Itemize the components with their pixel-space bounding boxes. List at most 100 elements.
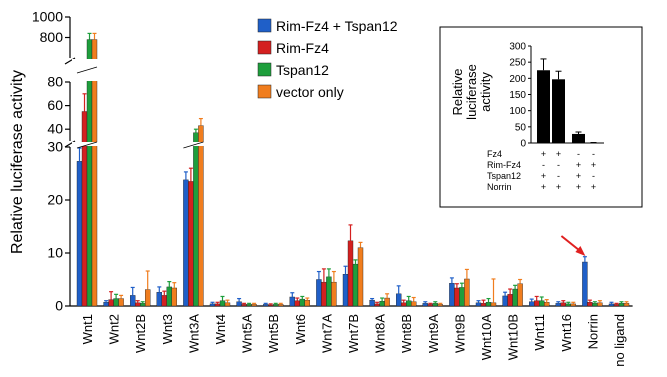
y-tick-label: 10 xyxy=(47,245,63,261)
bar-Wnt9A-2 xyxy=(433,303,438,306)
y-tick-label: 40 xyxy=(47,121,63,137)
bar-Wnt10A-3 xyxy=(491,303,496,306)
bar-Wnt3-1 xyxy=(162,295,167,306)
inset-chart: 050100150200250300Relativeluciferaseacti… xyxy=(440,27,642,207)
condition-row-label: Fz4 xyxy=(487,149,502,159)
y-tick-label: 80 xyxy=(47,74,63,90)
bar-Wnt7A-1 xyxy=(321,282,326,306)
condition-cell: + xyxy=(541,182,546,192)
bar-Wnt11-3 xyxy=(544,302,549,306)
condition-cell: - xyxy=(592,149,595,159)
bar-Wnt2-3 xyxy=(119,299,124,306)
bar-no ligand-0 xyxy=(609,304,614,306)
bar-Wnt8A-2 xyxy=(380,301,385,306)
bar-Wnt16-3 xyxy=(571,304,576,306)
bar-Wnt9B-3 xyxy=(464,279,469,306)
bar-Wnt7B-0 xyxy=(343,274,348,306)
bar-Wnt8B-3 xyxy=(411,302,416,306)
y-tick-label: 30 xyxy=(47,139,63,155)
x-tick-label: Wnt3A xyxy=(186,314,201,353)
y-tick-label: 0 xyxy=(55,298,63,314)
inset-y-label-line: luciferase xyxy=(464,64,479,120)
condition-row-label: Rim-Fz4 xyxy=(487,160,521,170)
bar-Wnt9B-0 xyxy=(449,283,454,306)
bar-Norrin-0 xyxy=(582,262,587,306)
bar-Wnt10B-2 xyxy=(513,289,518,306)
x-tick-label: Wnt4 xyxy=(213,314,228,344)
legend-label: Rim-Fz4 xyxy=(276,40,329,56)
bar-Wnt16-2 xyxy=(566,304,571,306)
condition-row-label: Tspan12 xyxy=(487,171,521,181)
y-tick-label: 60 xyxy=(47,97,63,113)
x-tick-label: Wnt2 xyxy=(107,314,122,344)
bar-Wnt2-0 xyxy=(104,302,109,306)
bar-Wnt2-1 xyxy=(109,300,114,306)
bar-Wnt6-2 xyxy=(300,299,305,306)
bar-Wnt7A-3 xyxy=(331,282,336,306)
condition-cell: - xyxy=(592,171,595,181)
condition-cell: - xyxy=(557,160,560,170)
bar-Wnt9A-3 xyxy=(438,304,443,306)
y-axis-label: Relative luciferase activity xyxy=(9,70,26,254)
bar-Wnt2B-0 xyxy=(130,295,135,306)
bar-Wnt5B-0 xyxy=(263,304,268,306)
inset-y-label-line: Relative xyxy=(450,69,465,116)
bar-Wnt3-3 xyxy=(172,288,177,306)
x-tick-label: Wnt16 xyxy=(559,314,574,352)
x-tick-label: Wnt3 xyxy=(160,314,175,344)
x-tick-label: Wnt1 xyxy=(80,314,95,344)
bar-Wnt6-0 xyxy=(290,297,295,306)
bar-Wnt6-1 xyxy=(295,301,300,306)
bar-Wnt10A-1 xyxy=(481,303,486,306)
inset-y-tick-label: 200 xyxy=(509,74,526,85)
x-tick-label: Wnt8A xyxy=(373,314,388,353)
bar-Wnt11-1 xyxy=(534,301,539,306)
bar-Wnt10A-0 xyxy=(476,303,481,306)
bar-Wnt7B-1 xyxy=(348,241,353,306)
legend-swatch xyxy=(258,41,271,54)
x-tick-label: Wnt5B xyxy=(266,314,281,353)
bar-Wnt8B-2 xyxy=(406,301,411,306)
condition-cell: + xyxy=(576,160,581,170)
condition-cell: + xyxy=(556,149,561,159)
x-tick-label: Wnt11 xyxy=(532,314,547,351)
bar-Wnt3-2 xyxy=(167,287,172,306)
x-tick-label: Wnt10A xyxy=(479,314,494,361)
inset-y-tick-label: 250 xyxy=(509,58,526,69)
condition-cell: + xyxy=(576,182,581,192)
bar-no ligand-3 xyxy=(624,303,629,306)
bar-Wnt5A-3 xyxy=(252,304,257,306)
bar-Wnt11-2 xyxy=(539,301,544,306)
bar-Wnt7B-3 xyxy=(358,248,363,306)
bar-Wnt10B-0 xyxy=(503,296,508,306)
legend-swatch xyxy=(258,85,271,98)
x-tick-label: Wnt8B xyxy=(399,314,414,353)
bar-Wnt5B-1 xyxy=(268,305,273,306)
inset-y-tick-label: 50 xyxy=(515,122,527,133)
bar-Norrin-3 xyxy=(597,303,602,306)
inset-y-tick-label: 100 xyxy=(509,106,526,117)
inset-y-tick-label: 300 xyxy=(509,42,526,53)
condition-cell: - xyxy=(542,160,545,170)
bar-no ligand-1 xyxy=(614,304,619,306)
bar-Norrin-2 xyxy=(592,303,597,306)
bar-Wnt8B-0 xyxy=(396,294,401,306)
inset-y-tick-label: 0 xyxy=(520,139,526,150)
bar-Wnt4-1 xyxy=(215,304,220,306)
bar-Wnt9B-1 xyxy=(454,288,459,306)
bar-Wnt16-1 xyxy=(561,303,566,306)
y-tick-label: 1000 xyxy=(32,9,63,25)
x-tick-label: Wnt10B xyxy=(506,314,521,360)
x-tick-label: Wnt9B xyxy=(452,314,467,353)
bar-Wnt9B-2 xyxy=(459,287,464,306)
bar-Wnt2B-3 xyxy=(145,290,150,306)
condition-cell: - xyxy=(557,171,560,181)
bar-no ligand-2 xyxy=(619,303,624,306)
bar-Wnt7B-2 xyxy=(353,264,358,306)
x-tick-label: Wnt7A xyxy=(319,314,334,353)
bar-Wnt10B-1 xyxy=(508,294,513,306)
condition-cell: + xyxy=(541,149,546,159)
y-tick-label: 800 xyxy=(40,29,64,45)
inset-y-axis-label: Relativeluciferaseactivity xyxy=(450,64,493,120)
